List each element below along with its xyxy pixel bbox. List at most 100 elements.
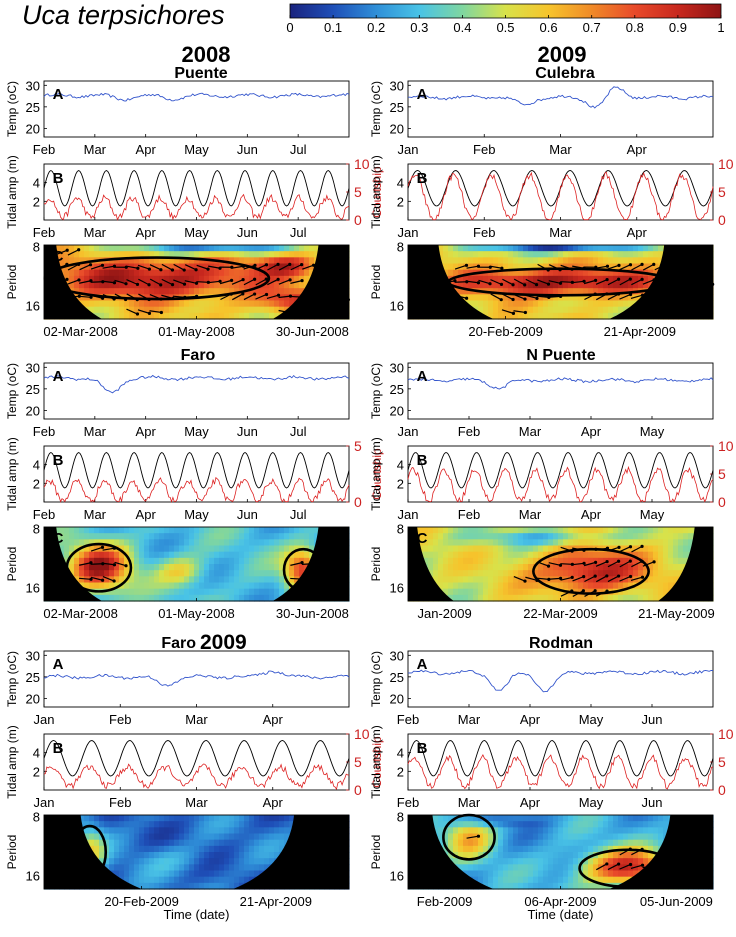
y-tick-label: 25 (26, 100, 40, 115)
heatmap-cell (493, 583, 499, 590)
heatmap-cell (154, 301, 160, 308)
heatmap-cell (114, 840, 120, 847)
heatmap-cell (139, 583, 145, 590)
heatmap-cell (144, 871, 150, 878)
heatmap-cell (184, 871, 190, 878)
period-ylabel: Period (369, 547, 383, 582)
phase-arrow-head (511, 298, 514, 301)
heatmap-cell (194, 288, 200, 295)
heatmap-cell (239, 251, 245, 258)
heatmap-cell (593, 840, 599, 847)
heatmap-cell (129, 821, 135, 828)
heatmap-cell (84, 282, 90, 289)
heatmap-cell (209, 821, 215, 828)
heatmap-cell (154, 558, 160, 565)
heatmap-cell (668, 546, 674, 553)
heatmap-cell (239, 564, 245, 571)
heatmap-cell (498, 821, 504, 828)
heatmap-cell (289, 558, 295, 565)
heatmap-cell (204, 589, 210, 596)
heatmap-cell (239, 864, 245, 871)
heatmap-cell (628, 815, 634, 822)
heatmap-cell (473, 294, 479, 301)
heatmap-cell (89, 527, 95, 534)
heatmap-cell (653, 583, 659, 590)
heatmap-cell (503, 533, 509, 540)
phase-arrow-head (159, 283, 162, 286)
heatmap-cell (89, 245, 95, 252)
heatmap-cell (598, 307, 604, 314)
x-tick-label: Jul (290, 225, 307, 240)
heatmap-cell (618, 834, 624, 841)
heatmap-cell (144, 276, 150, 283)
heatmap-cell (104, 570, 110, 577)
heatmap-cell (174, 846, 180, 853)
heatmap-cell (428, 527, 434, 534)
heatmap-cell (129, 552, 135, 559)
heatmap-cell (144, 583, 150, 590)
phase-arrow-head (629, 278, 632, 281)
heatmap-cell (249, 539, 255, 546)
heatmap-cell (214, 282, 220, 289)
heatmap-cell (309, 527, 315, 534)
heatmap-cell (493, 552, 499, 559)
heatmap-cell (274, 570, 280, 577)
heatmap-cell (623, 301, 629, 308)
heatmap-cell (204, 546, 210, 553)
heatmap-cell (69, 546, 75, 553)
heatmap-cell (169, 570, 175, 577)
heatmap-cell (503, 282, 509, 289)
heatmap-cell (184, 245, 190, 252)
heatmap-cell (104, 533, 110, 540)
heatmap-cell (513, 815, 519, 822)
phase-arrow-head (641, 278, 644, 281)
heatmap-cell (134, 539, 140, 546)
heatmap-cell (633, 589, 639, 596)
heatmap-cell (618, 533, 624, 540)
time-xlabel: Time (date) (164, 907, 230, 922)
phase-arrow-head (242, 265, 245, 268)
heatmap-cell (638, 815, 644, 822)
heatmap-cell (199, 834, 205, 841)
heatmap-cell (194, 552, 200, 559)
panel-letter-b: B (417, 170, 428, 187)
heatmap-cell (543, 840, 549, 847)
heatmap-cell (259, 558, 265, 565)
heatmap-cell (678, 546, 684, 553)
phase-arrow-head (253, 292, 256, 295)
heatmap-cell (563, 871, 569, 878)
heatmap-cell (533, 301, 539, 308)
heatmap-cell (558, 527, 564, 534)
heatmap-cell (139, 527, 145, 534)
heatmap-cell (488, 576, 494, 583)
heatmap-cell (169, 301, 175, 308)
heatmap-cell (69, 270, 75, 277)
heatmap-cell (129, 840, 135, 847)
heatmap-cell (463, 546, 469, 553)
heatmap-cell (668, 552, 674, 559)
heatmap-cell (503, 589, 509, 596)
heatmap-cell (543, 821, 549, 828)
heatmap-cell (473, 546, 479, 553)
heatmap-cell (618, 827, 624, 834)
heatmap-cell (488, 877, 494, 884)
heatmap-cell (254, 245, 260, 252)
heatmap-cell (468, 864, 474, 871)
heatmap-cell (533, 858, 539, 865)
heatmap-cell (164, 539, 170, 546)
heatmap-cell (483, 539, 489, 546)
heatmap-cell (488, 527, 494, 534)
heatmap-cell (493, 245, 499, 252)
heatmap-cell (164, 858, 170, 865)
heatmap-cell (523, 564, 529, 571)
heatmap-cell (184, 852, 190, 859)
heatmap-cell (593, 251, 599, 258)
heatmap-cell (533, 864, 539, 871)
heatmap-cell (543, 864, 549, 871)
heatmap-cell (229, 251, 235, 258)
x-tick-label: May (184, 142, 209, 157)
heatmap-cell (588, 846, 594, 853)
heatmap-cell (538, 301, 544, 308)
heatmap-cell (568, 871, 574, 878)
